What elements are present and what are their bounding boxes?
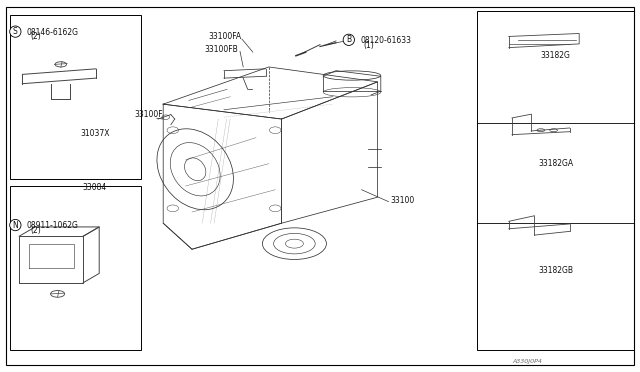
Ellipse shape	[55, 62, 67, 67]
Text: 31037X: 31037X	[80, 129, 109, 138]
Text: 33100F: 33100F	[134, 110, 163, 119]
Text: A330J0P4: A330J0P4	[512, 359, 542, 364]
Text: 33182GB: 33182GB	[538, 266, 573, 275]
Text: 08120-61633: 08120-61633	[360, 36, 412, 45]
Bar	[477, 11, 634, 350]
Text: B: B	[346, 35, 351, 44]
Text: (2): (2)	[30, 226, 41, 235]
Text: (2): (2)	[30, 32, 41, 41]
Text: 08146-6162G: 08146-6162G	[27, 28, 79, 37]
Text: (1): (1)	[364, 41, 374, 50]
Text: 33182G: 33182G	[541, 51, 570, 60]
Text: 33100: 33100	[390, 196, 415, 205]
Text: 08911-1062G: 08911-1062G	[27, 221, 79, 230]
Text: N: N	[13, 221, 18, 230]
Bar	[10, 15, 141, 179]
Text: 33084: 33084	[82, 183, 106, 192]
Text: 33182GA: 33182GA	[538, 158, 573, 167]
Ellipse shape	[51, 291, 65, 297]
Bar	[10, 186, 141, 350]
Text: S: S	[13, 27, 18, 36]
Text: 33100FA: 33100FA	[208, 32, 241, 41]
Text: 33100FB: 33100FB	[205, 45, 239, 54]
